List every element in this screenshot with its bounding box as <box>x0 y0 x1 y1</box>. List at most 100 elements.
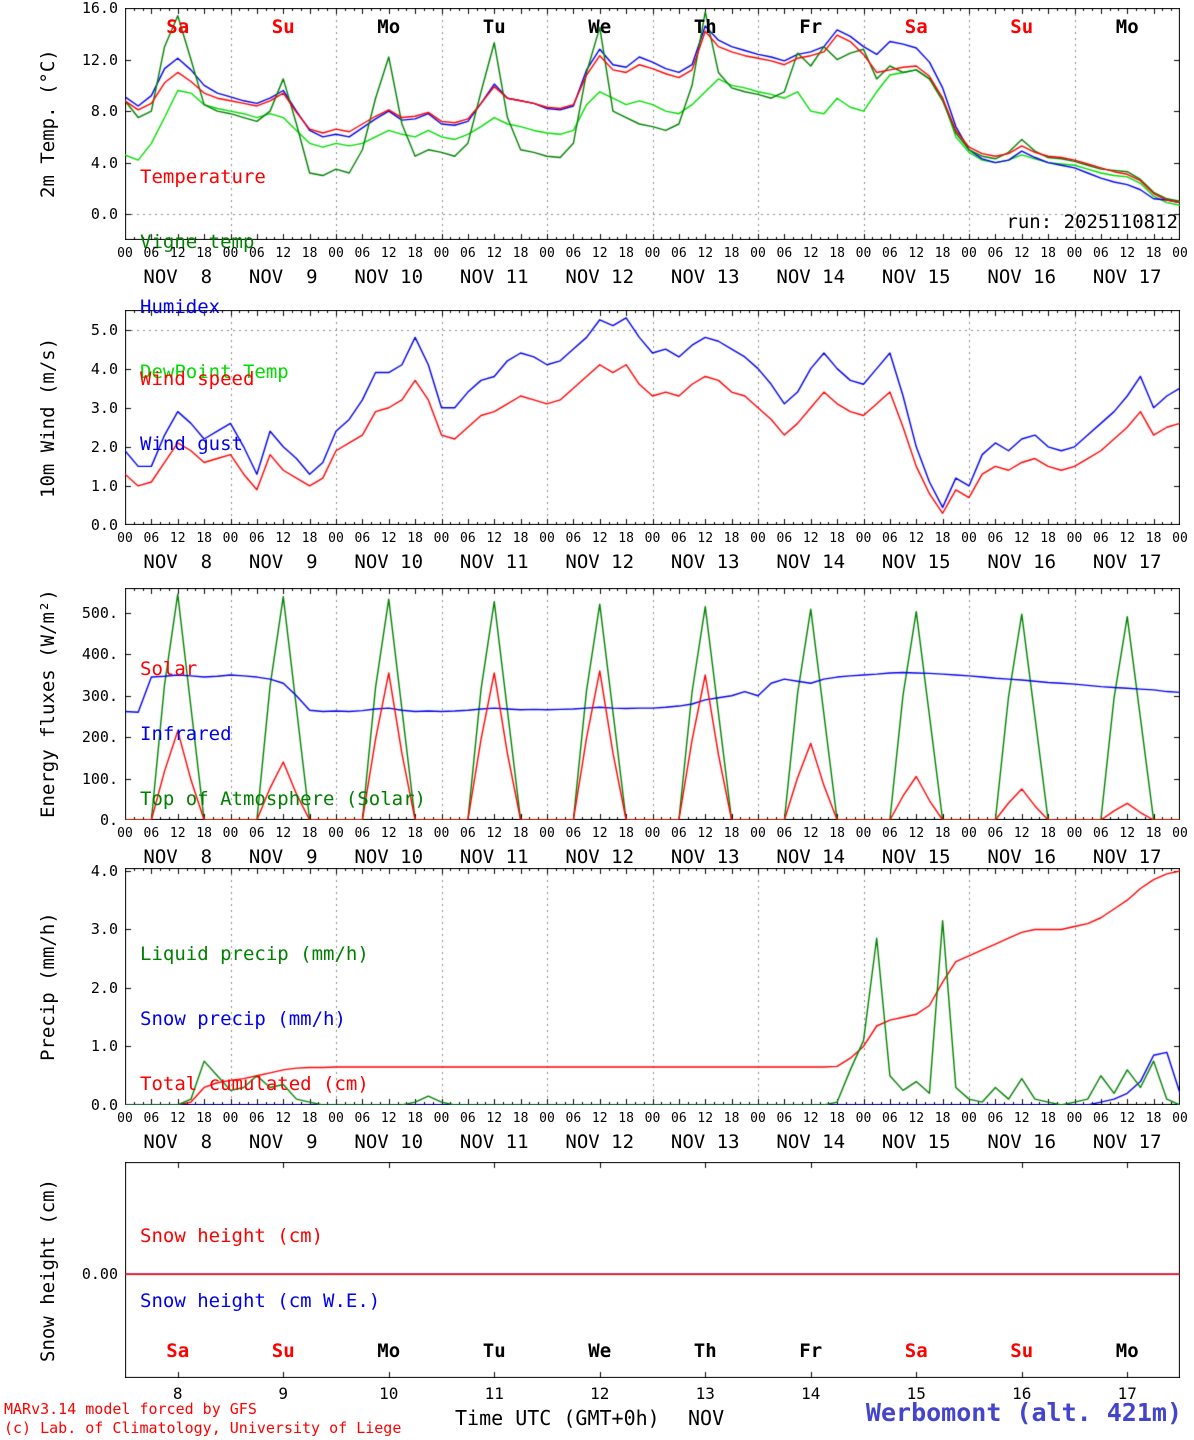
day-name-label-bottom: We <box>588 1340 612 1362</box>
legend-item-snow-height: Snow height (cm) <box>140 1225 324 1247</box>
x-hour-tick-label: 06 <box>987 1111 1004 1126</box>
day-name-label-top: Mo <box>1115 16 1139 38</box>
x-hour-tick-label: 06 <box>987 531 1004 546</box>
x-day-label: NOV 11 <box>459 1131 529 1153</box>
x-hour-tick-label: 12 <box>591 826 608 841</box>
x-hour-tick-label: 06 <box>354 1111 371 1126</box>
x-hour-tick-label: 00 <box>961 1111 977 1126</box>
x-hour-tick-label: 18 <box>196 246 212 261</box>
x-hour-tick-label: 06 <box>882 826 898 841</box>
y-tick-label: 500. <box>81 603 118 622</box>
x-hour-tick-label: 00 <box>117 1111 133 1126</box>
x-day-label: NOV 16 <box>987 266 1057 288</box>
x-hour-tick-label: 00 <box>855 246 872 261</box>
x-hour-tick-label: 12 <box>169 531 186 546</box>
day-name-label-bottom: Mo <box>1115 1340 1139 1362</box>
x-hour-tick-label: 18 <box>618 531 634 546</box>
day-name-label-bottom: Tu <box>482 1340 506 1362</box>
x-day-label: NOV 14 <box>776 266 846 288</box>
temperature-panel-canvas <box>125 8 1180 240</box>
x-hour-tick-label: 12 <box>486 531 503 546</box>
x-hour-tick-label: 06 <box>143 826 160 841</box>
x-axis-month-label: NOV <box>688 1406 725 1430</box>
x-day-label: NOV 17 <box>1092 846 1162 868</box>
y-tick-label: 1.0 <box>90 1037 118 1056</box>
x-day-label: NOV 14 <box>776 1131 846 1153</box>
x-hour-tick-label: 18 <box>407 1111 423 1126</box>
day-name-label-top: Th <box>693 16 717 38</box>
x-hour-tick-label: 00 <box>328 531 344 546</box>
x-hour-tick-label: 06 <box>354 246 371 261</box>
x-hour-tick-label: 12 <box>169 246 186 261</box>
y-tick-label: 4.0 <box>90 861 118 880</box>
x-day-label: NOV 12 <box>565 551 635 573</box>
x-hour-tick-label: 00 <box>855 531 872 546</box>
precip-panel-canvas <box>125 868 1180 1105</box>
x-hour-tick-label: 06 <box>249 1111 265 1126</box>
x-hour-tick-label: 06 <box>249 826 265 841</box>
x-day-label: NOV 13 <box>670 1131 740 1153</box>
x-hour-tick-label: 12 <box>275 531 292 546</box>
x-hour-tick-label: 18 <box>723 826 740 841</box>
day-name-label-bottom: Sa <box>904 1340 928 1362</box>
x-hour-tick-label: 00 <box>1172 531 1188 546</box>
x-hour-tick-label: 06 <box>354 826 371 841</box>
x-hour-tick-label: 12 <box>802 531 819 546</box>
x-hour-tick-label: 06 <box>882 246 898 261</box>
day-name-label-bottom: Sa <box>166 1340 190 1362</box>
precip-legend: Liquid precip (mm/h) Snow precip (mm/h) … <box>140 903 369 1136</box>
x-hour-tick-label: 06 <box>1093 826 1109 841</box>
x-hour-tick-label: 12 <box>591 531 608 546</box>
x-hour-tick-label: 12 <box>275 246 292 261</box>
day-name-label-bottom: Su <box>271 1340 295 1362</box>
x-hour-tick-label: 18 <box>1040 826 1056 841</box>
x-hour-tick-label: 18 <box>618 1111 634 1126</box>
day-name-label-bottom: Su <box>1010 1340 1034 1362</box>
x-hour-tick-label: 06 <box>1093 531 1109 546</box>
x-hour-tick-label: 06 <box>671 826 687 841</box>
legend-item-wind-gust: Wind gust <box>140 433 243 455</box>
x-hour-tick-label: 18 <box>723 1111 740 1126</box>
x-hour-tick-label: 12 <box>486 826 503 841</box>
x-hour-tick-label: 06 <box>565 1111 582 1126</box>
x-hour-tick-label: 12 <box>591 246 608 261</box>
x-hour-tick-label: 12 <box>591 1111 608 1126</box>
x-day-label: NOV 8 <box>143 551 213 573</box>
x-hour-tick-label: 06 <box>460 826 476 841</box>
y-tick-label: 1.0 <box>90 476 118 495</box>
x-hour-tick-label: 06 <box>143 1111 160 1126</box>
x-hour-tick-label: 00 <box>1172 1111 1188 1126</box>
x-hour-tick-label: 06 <box>671 246 687 261</box>
x-day-label: NOV 8 <box>143 846 213 868</box>
x-hour-tick-label: 06 <box>143 531 160 546</box>
day-name-label-bottom: Th <box>693 1340 717 1362</box>
x-hour-tick-label: 18 <box>829 531 845 546</box>
x-hour-tick-label: 18 <box>301 246 318 261</box>
day-name-label-bottom: Mo <box>377 1340 401 1362</box>
x-hour-tick-label: 12 <box>380 246 397 261</box>
x-hour-tick-label: 00 <box>961 531 977 546</box>
y-tick-label: 0.00 <box>81 1265 118 1284</box>
day-number-label: 8 <box>172 1384 183 1403</box>
x-hour-tick-label: 18 <box>1040 531 1056 546</box>
x-hour-tick-label: 18 <box>829 246 845 261</box>
x-hour-tick-label: 18 <box>1145 531 1162 546</box>
x-hour-tick-label: 00 <box>433 246 450 261</box>
y-tick-label: 0. <box>99 811 118 829</box>
x-hour-tick-label: 18 <box>1145 1111 1162 1126</box>
snow-height-panel-canvas <box>125 1162 1180 1378</box>
day-number-label: 13 <box>695 1384 715 1403</box>
x-hour-tick-label: 12 <box>908 246 925 261</box>
day-number-label: 16 <box>1012 1384 1032 1403</box>
x-hour-tick-label: 00 <box>1066 246 1083 261</box>
x-day-label: NOV 15 <box>881 846 951 868</box>
x-hour-tick-label: 00 <box>117 826 133 841</box>
day-name-label-top: Tu <box>482 16 506 38</box>
legend-item-toa: Top of Atmosphere (Solar) <box>140 788 426 810</box>
day-name-label-bottom: Fr <box>799 1340 823 1362</box>
x-hour-tick-label: 06 <box>565 826 582 841</box>
day-number-label: 10 <box>379 1384 399 1403</box>
x-hour-tick-label: 00 <box>328 1111 344 1126</box>
day-number-label: 11 <box>484 1384 504 1403</box>
